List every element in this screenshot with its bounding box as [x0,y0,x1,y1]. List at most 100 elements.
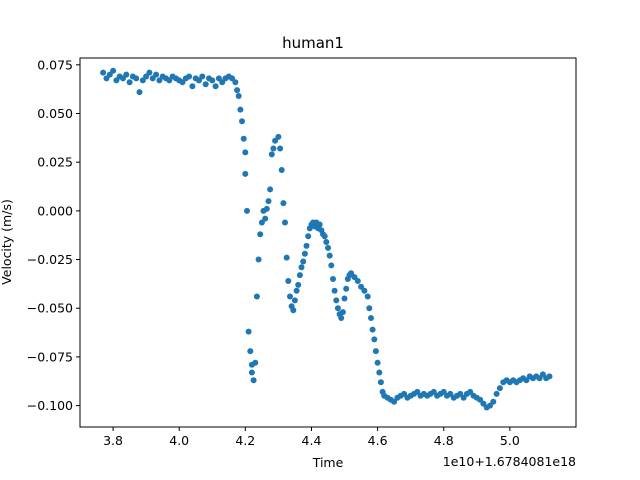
data-point [303,242,310,249]
data-point [301,250,308,257]
data-point [334,305,341,312]
data-point [331,287,338,294]
data-point [296,272,303,279]
data-point [361,287,368,294]
data-point [354,278,361,284]
data-point [212,83,219,90]
data-point [146,69,153,76]
data-point [391,398,398,405]
data-point [232,79,239,86]
data-point [546,373,553,380]
data-point [325,244,331,251]
data-point [196,77,202,84]
x-tick-label: 4.8 [434,433,454,448]
data-point [364,293,371,300]
x-tick-label: 4.4 [302,433,322,448]
y-tick-label: 0.025 [37,155,73,170]
y-tick-label: 0.075 [37,57,73,72]
data-point [536,375,543,382]
data-point [110,67,117,74]
data-point [240,135,247,142]
data-point [295,281,302,288]
data-point [300,258,307,265]
data-point [219,79,226,86]
data-point [283,254,290,261]
data-point [366,305,373,312]
data-point [156,77,163,84]
data-point [100,69,107,76]
y-tick-label: −0.100 [27,398,73,413]
y-axis-label: Velocity (m/s) [0,199,14,285]
data-point [277,145,284,152]
data-point [253,293,260,300]
y-axis: 0.075 0.050 0.025 0.000 −0.025 −0.050 −0.075 −0… [27,57,80,413]
data-point [258,219,265,226]
y-tick-label: 0.050 [37,106,73,121]
data-point [275,133,282,140]
data-point [323,239,330,245]
data-point [341,295,348,302]
data-point [376,369,383,376]
scatter-points [100,67,553,411]
data-point [414,388,421,395]
data-point [287,293,293,300]
data-point [358,283,365,290]
data-point [139,77,146,84]
data-point [326,252,333,259]
data-point [242,149,249,156]
chart-title: human1 [282,34,344,52]
data-point [136,89,143,96]
data-point [186,73,193,80]
x-axis-label: Time [312,455,344,470]
data-point [316,221,323,228]
data-point [166,77,173,84]
data-point [285,278,292,284]
data-point [490,398,497,405]
data-point [268,151,275,158]
data-point [372,348,379,355]
data-point [348,270,355,277]
data-point [480,400,487,407]
data-point [234,87,241,94]
y-tick-label: 0.000 [37,203,73,218]
plot-frame [79,57,577,428]
data-point [338,315,345,321]
x-tick-label: 3.8 [103,433,123,448]
data-point [328,262,335,269]
data-point [244,207,250,214]
data-point [280,200,287,207]
data-point [430,388,437,395]
data-point [267,186,274,193]
data-point [215,75,222,82]
data-point [179,79,186,86]
data-point [339,309,346,316]
data-point [496,385,503,392]
data-point [265,198,272,205]
data-point [252,359,259,366]
data-point [447,390,454,397]
data-point [247,348,254,355]
data-point [282,219,288,226]
data-point [305,233,312,240]
data-point [343,285,350,292]
data-point [189,83,196,90]
data-point [293,287,300,294]
data-point [248,369,255,376]
data-point [255,256,262,263]
data-point [333,297,340,304]
data-point [245,328,252,335]
data-point [278,167,285,173]
data-point [257,231,264,238]
data-point [270,145,277,152]
data-point [237,106,244,113]
y-tick-label: −0.050 [27,301,73,316]
data-point [369,326,376,333]
y-tick-label: −0.025 [27,252,73,267]
data-point [263,205,270,212]
data-point [298,264,305,271]
data-point [374,359,381,366]
data-point [457,390,464,397]
x-tick-label: 4.0 [169,433,189,448]
x-tick-label: 4.2 [235,433,255,448]
x-tick-label: 4.6 [368,433,388,448]
